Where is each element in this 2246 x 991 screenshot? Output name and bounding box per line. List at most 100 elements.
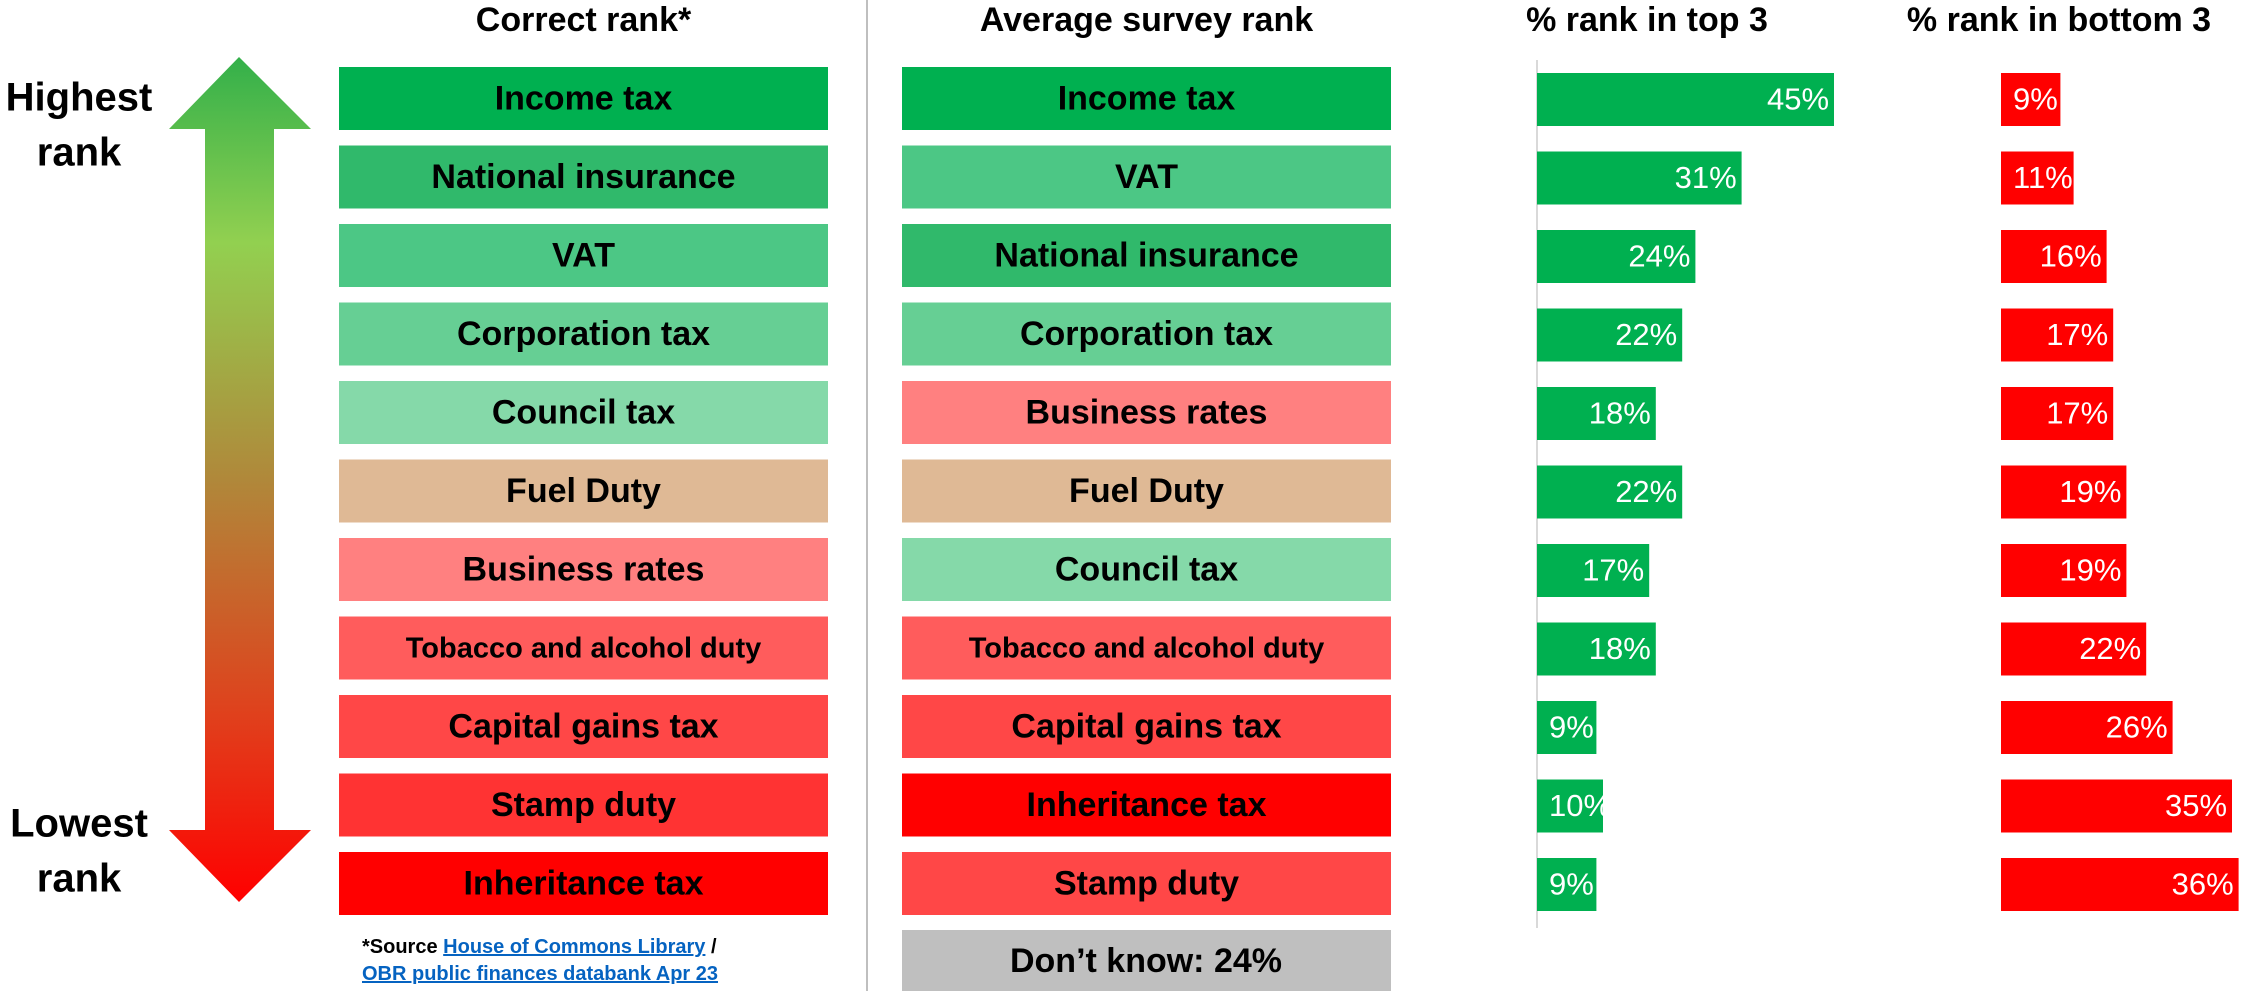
rank-label: National insurance xyxy=(994,236,1298,274)
rank-box xyxy=(339,695,828,758)
rank-box xyxy=(339,145,828,209)
arrow-label: Lowest xyxy=(10,802,148,846)
bar xyxy=(2001,701,2173,754)
bar xyxy=(2001,73,2061,126)
rank-label: Corporation tax xyxy=(1020,315,1273,353)
rank-box xyxy=(339,538,828,601)
bar xyxy=(1537,858,1597,911)
value-label: 19% xyxy=(2059,553,2121,588)
column-title: Correct rank* xyxy=(476,1,692,39)
bar xyxy=(2001,230,2107,283)
rank-box xyxy=(339,67,828,130)
rank-box xyxy=(339,773,828,837)
bar xyxy=(1537,779,1603,833)
source-note: *Source House of Commons Library / xyxy=(362,936,717,958)
rank-box xyxy=(339,616,828,680)
bar xyxy=(2001,544,2127,597)
bar xyxy=(2001,387,2114,440)
rank-label: Fuel Duty xyxy=(506,472,661,510)
rank-box xyxy=(902,695,1391,758)
rank-label: Fuel Duty xyxy=(1069,472,1224,510)
chart-title: % rank in top 3 xyxy=(1526,1,1768,39)
bar xyxy=(1537,308,1683,362)
source-prefix: *Source xyxy=(362,936,443,958)
arrow-label: Highest xyxy=(6,76,153,120)
source-link[interactable]: OBR public finances databank Apr 23 xyxy=(362,963,718,985)
rank-label: Income tax xyxy=(495,79,673,117)
rank-box xyxy=(902,381,1391,444)
rank-box xyxy=(902,459,1391,523)
source-note: OBR public finances databank Apr 23 xyxy=(362,963,718,985)
bar xyxy=(1537,701,1597,754)
rank-label: Council tax xyxy=(492,393,675,431)
rank-box xyxy=(339,224,828,287)
value-label: 22% xyxy=(2079,631,2141,666)
bar xyxy=(1537,544,1650,597)
rank-box xyxy=(902,145,1391,209)
value-label: 11% xyxy=(2013,160,2073,195)
rank-box xyxy=(902,67,1391,130)
rank-label: Income tax xyxy=(1058,79,1236,117)
column-title: Average survey rank xyxy=(980,1,1313,39)
value-label: 19% xyxy=(2059,474,2121,509)
rank-box xyxy=(902,773,1391,837)
bar xyxy=(2001,779,2232,833)
source-separator: / xyxy=(705,936,717,958)
value-label: 35% xyxy=(2165,788,2227,823)
chart-title: % rank in bottom 3 xyxy=(1907,1,2211,39)
value-label: 22% xyxy=(1615,317,1677,352)
value-label: 36% xyxy=(2172,867,2234,902)
bar xyxy=(1537,622,1656,676)
value-label: 9% xyxy=(1549,710,1594,745)
bar xyxy=(1537,151,1742,205)
value-label: 24% xyxy=(1628,239,1690,274)
value-label: 45% xyxy=(1767,82,1829,117)
rank-label: Business rates xyxy=(1026,393,1268,431)
rank-label: Tobacco and alcohol duty xyxy=(406,633,762,665)
bar xyxy=(2001,308,2114,362)
rank-label: Inheritance tax xyxy=(1027,786,1267,824)
rank-label: VAT xyxy=(552,236,615,274)
value-label: 9% xyxy=(1549,867,1594,902)
rank-box xyxy=(339,381,828,444)
value-label: 10% xyxy=(1549,788,1611,823)
arrow-label: rank xyxy=(37,857,122,901)
rank-box xyxy=(339,852,828,915)
value-label: 16% xyxy=(2040,239,2102,274)
bar xyxy=(1537,387,1656,440)
bar xyxy=(1537,230,1696,283)
rank-box xyxy=(339,459,828,523)
rank-label: VAT xyxy=(1115,158,1178,196)
value-label: 22% xyxy=(1615,474,1677,509)
source-link[interactable]: House of Commons Library xyxy=(443,936,706,958)
rank-label: Stamp duty xyxy=(1054,864,1239,902)
value-label: 17% xyxy=(1582,553,1644,588)
rank-label: Capital gains tax xyxy=(448,707,718,745)
bar xyxy=(2001,465,2127,519)
rank-box xyxy=(339,302,828,366)
value-label: 17% xyxy=(2046,317,2108,352)
rank-label: National insurance xyxy=(431,158,735,196)
rank-box xyxy=(902,302,1391,366)
arrow-label: rank xyxy=(37,131,122,175)
bar xyxy=(2001,151,2074,205)
rank-box xyxy=(902,852,1391,915)
rank-label: Stamp duty xyxy=(491,786,676,824)
dont-know-label: Don’t know: 24% xyxy=(1010,942,1282,980)
bar xyxy=(2001,622,2147,676)
rank-label: Corporation tax xyxy=(457,315,710,353)
dont-know-box xyxy=(902,930,1391,991)
value-label: 9% xyxy=(2013,82,2058,117)
value-label: 17% xyxy=(2046,396,2108,431)
value-label: 18% xyxy=(1589,631,1651,666)
rank-arrow xyxy=(169,57,311,902)
rank-box xyxy=(902,616,1391,680)
rank-label: Capital gains tax xyxy=(1011,707,1281,745)
value-label: 31% xyxy=(1675,160,1737,195)
bar xyxy=(1537,465,1683,519)
value-label: 26% xyxy=(2106,710,2168,745)
bar xyxy=(1537,73,1834,126)
rank-box xyxy=(902,538,1391,601)
